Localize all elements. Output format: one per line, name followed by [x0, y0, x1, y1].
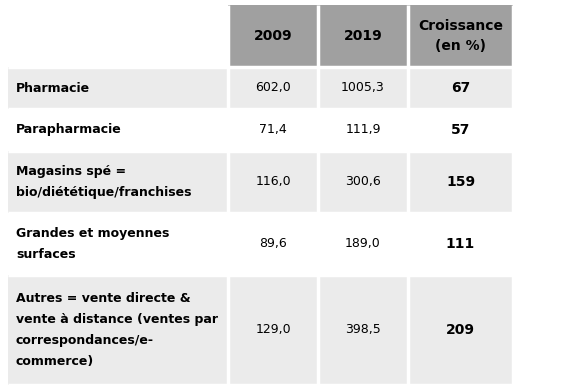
- Text: 2009: 2009: [253, 29, 292, 43]
- Bar: [228, 275, 318, 385]
- Text: 159: 159: [446, 175, 475, 189]
- Bar: [408, 151, 513, 213]
- Text: Magasins spé =
bio/diététique/franchises: Magasins spé = bio/diététique/franchises: [16, 165, 192, 199]
- Bar: [408, 275, 513, 385]
- Text: 111,9: 111,9: [345, 123, 380, 137]
- Bar: [228, 213, 318, 275]
- Text: 67: 67: [451, 81, 470, 95]
- Bar: [228, 109, 318, 151]
- Bar: [318, 5, 408, 67]
- Bar: [8, 275, 228, 385]
- Text: 57: 57: [451, 123, 470, 137]
- Bar: [228, 67, 318, 109]
- Text: Pharmacie: Pharmacie: [16, 81, 90, 95]
- Text: Parapharmacie: Parapharmacie: [16, 123, 122, 137]
- Text: 209: 209: [446, 323, 475, 337]
- Bar: [408, 213, 513, 275]
- Bar: [318, 275, 408, 385]
- Bar: [318, 67, 408, 109]
- Text: Grandes et moyennes
surfaces: Grandes et moyennes surfaces: [16, 227, 169, 261]
- Text: 111: 111: [446, 237, 475, 251]
- Bar: [408, 67, 513, 109]
- Text: 129,0: 129,0: [255, 324, 291, 336]
- Bar: [318, 151, 408, 213]
- Bar: [318, 109, 408, 151]
- Bar: [318, 213, 408, 275]
- Bar: [8, 213, 228, 275]
- Bar: [228, 5, 318, 67]
- Bar: [408, 5, 513, 67]
- Text: 398,5: 398,5: [345, 324, 381, 336]
- Text: 1005,3: 1005,3: [341, 81, 385, 95]
- Text: 2019: 2019: [343, 29, 382, 43]
- Text: 89,6: 89,6: [259, 237, 287, 251]
- Bar: [8, 67, 228, 109]
- Bar: [8, 109, 228, 151]
- Bar: [408, 109, 513, 151]
- Bar: [228, 151, 318, 213]
- Text: 602,0: 602,0: [255, 81, 291, 95]
- Bar: [8, 5, 228, 67]
- Bar: [8, 151, 228, 213]
- Text: Autres = vente directe &
vente à distance (ventes par
correspondances/e-
commerc: Autres = vente directe & vente à distanc…: [16, 292, 218, 368]
- Text: Croissance
(en %): Croissance (en %): [418, 19, 503, 53]
- Text: 71,4: 71,4: [259, 123, 287, 137]
- Text: 116,0: 116,0: [255, 175, 291, 189]
- Text: 189,0: 189,0: [345, 237, 381, 251]
- Text: 300,6: 300,6: [345, 175, 381, 189]
